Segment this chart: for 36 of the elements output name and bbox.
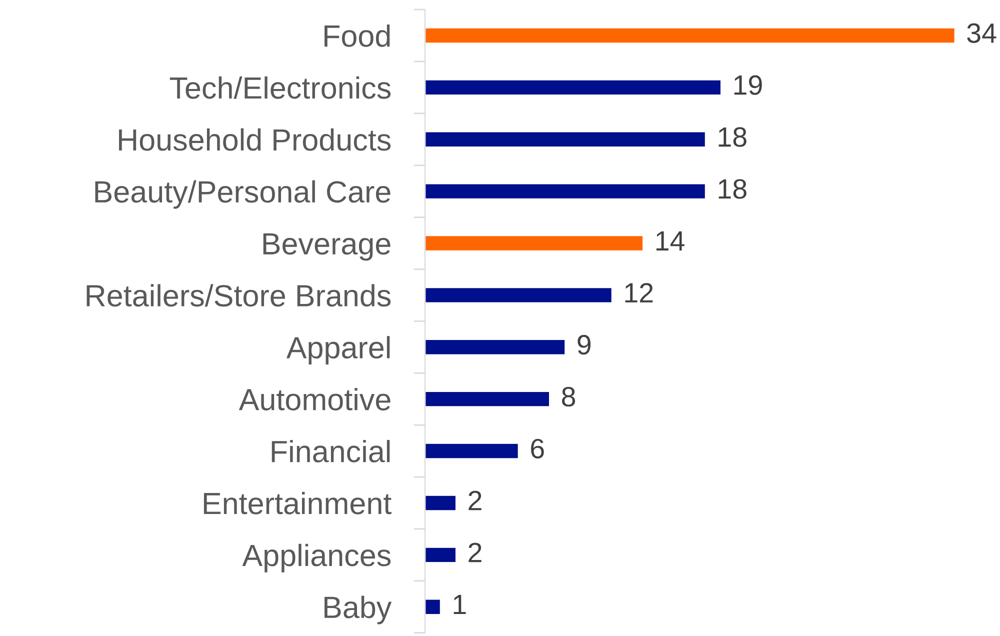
data-label: 18 [718,127,746,147]
y-tick-label: Entertainment [204,492,392,514]
data-label: 34 [967,23,996,43]
y-tick-label: Tech/Electronics [170,76,391,99]
bar [425,182,706,200]
data-label: 1 [454,594,466,614]
y-tick-label: Appliances [242,544,391,572]
data-label: 8 [562,386,576,407]
bar [425,234,644,252]
y-tick-label: Financial [272,440,390,462]
data-label: 2 [468,490,482,510]
data-label: 12 [625,282,653,302]
bar [425,130,706,148]
bar [425,78,722,96]
y-tick-label: Beauty/Personal Care [95,180,390,209]
y-tick-label: Retailers/Store Brands [86,284,391,307]
bar [425,390,550,408]
data-label: 19 [734,75,762,95]
data-label: 14 [656,231,684,250]
bar [425,27,955,44]
bar [425,338,566,356]
y-tick-label: Beverage [263,233,390,261]
y-tick-label: Baby [324,596,392,624]
y-tick-label: Automotive [238,388,390,410]
y-tick-label: Apparel [286,336,390,365]
data-label: 2 [468,542,482,562]
bar [425,494,457,512]
bar [425,598,442,616]
y-tick-label: Food [324,24,390,47]
data-label: 6 [531,438,544,458]
data-label: 18 [718,179,746,199]
y-tick-label: Household Products [119,128,391,151]
data-label: 9 [578,334,591,355]
bar [425,546,457,564]
bar [425,286,613,304]
bar [425,442,520,460]
